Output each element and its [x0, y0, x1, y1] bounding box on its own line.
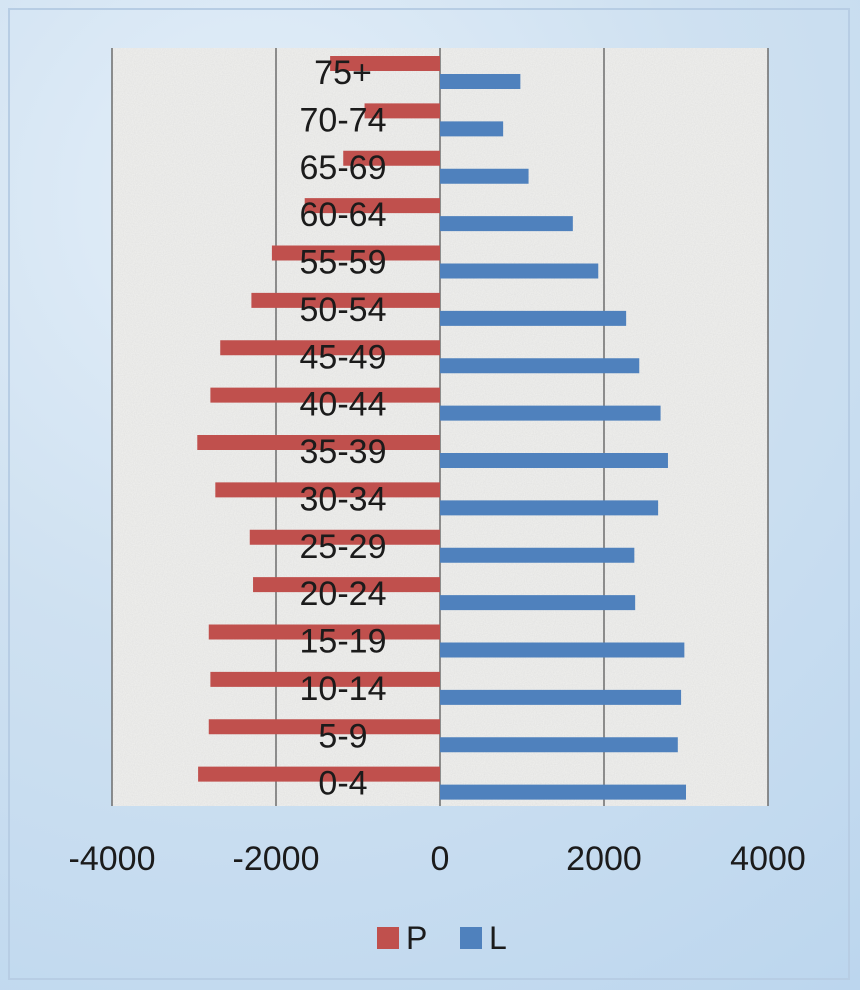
category-label: 50-54: [300, 291, 387, 329]
bar-p-60-64: [304, 198, 440, 214]
bar-p-65-69: [343, 150, 440, 166]
category-label: 10-14: [300, 670, 387, 708]
bar-l-25-29: [440, 547, 635, 563]
bar-l-40-44: [440, 405, 661, 421]
category-label: 60-64: [300, 196, 387, 234]
x-tick-label: 0: [431, 840, 450, 878]
bar-p-0-4: [198, 766, 440, 782]
legend-label-p: P: [406, 920, 427, 956]
category-label: 35-39: [300, 433, 387, 471]
bar-l-45-49: [440, 358, 640, 374]
x-tick-label: 2000: [566, 840, 642, 878]
bar-p-5-9: [208, 719, 440, 735]
bar-p-15-19: [208, 624, 440, 640]
category-label: 40-44: [300, 386, 387, 424]
bar-l-70-74: [440, 121, 504, 137]
x-tick-label: -4000: [69, 840, 156, 878]
legend-swatch-l: [460, 927, 482, 949]
bar-l-75+: [440, 74, 521, 89]
bar-l-10-14: [440, 689, 682, 705]
bar-l-35-39: [440, 453, 668, 468]
bar-p-30-34: [215, 482, 440, 498]
bar-p-75+: [330, 56, 440, 71]
bar-l-65-69: [440, 168, 529, 184]
category-labels: 0-4 5-9 10-14 15-19 20-24 25-29 30-34 35-39 40-4…: [300, 54, 387, 803]
bar-p-20-24: [253, 577, 440, 593]
category-label: 5-9: [318, 717, 367, 755]
bars: [197, 56, 686, 800]
x-axis-tick-labels: -4000 -2000 0 2000 4000: [69, 840, 806, 878]
bar-l-15-19: [440, 642, 685, 658]
legend-label-l: L: [489, 920, 507, 956]
bar-l-0-4: [440, 784, 686, 800]
category-label: 55-59: [300, 244, 387, 282]
bar-l-5-9: [440, 737, 678, 753]
legend-swatch-p: [377, 927, 399, 949]
category-label: 45-49: [300, 338, 387, 376]
category-label: 75+: [314, 54, 372, 92]
category-label: 20-24: [300, 575, 387, 613]
bar-l-60-64: [440, 216, 573, 232]
category-label: 65-69: [300, 149, 387, 187]
category-label: 70-74: [300, 101, 387, 139]
category-label: 25-29: [300, 528, 387, 566]
bar-p-70-74: [364, 103, 440, 119]
category-label: 0-4: [318, 765, 367, 803]
category-label: 30-34: [300, 480, 387, 518]
bar-p-35-39: [197, 435, 440, 450]
bar-p-55-59: [271, 245, 440, 261]
legend: P L: [377, 920, 507, 956]
bar-p-40-44: [210, 387, 440, 403]
bar-p-50-54: [251, 292, 440, 308]
bar-p-25-29: [249, 529, 440, 545]
bar-l-55-59: [440, 263, 599, 279]
x-tick-label: -2000: [233, 840, 320, 878]
bar-p-45-49: [220, 340, 440, 356]
category-label: 15-19: [300, 623, 387, 661]
bar-p-10-14: [210, 671, 440, 687]
bar-l-20-24: [440, 595, 636, 611]
x-tick-label: 4000: [730, 840, 806, 878]
bar-l-50-54: [440, 310, 627, 326]
chart-frame-border: [8, 8, 850, 980]
bar-l-30-34: [440, 500, 659, 516]
